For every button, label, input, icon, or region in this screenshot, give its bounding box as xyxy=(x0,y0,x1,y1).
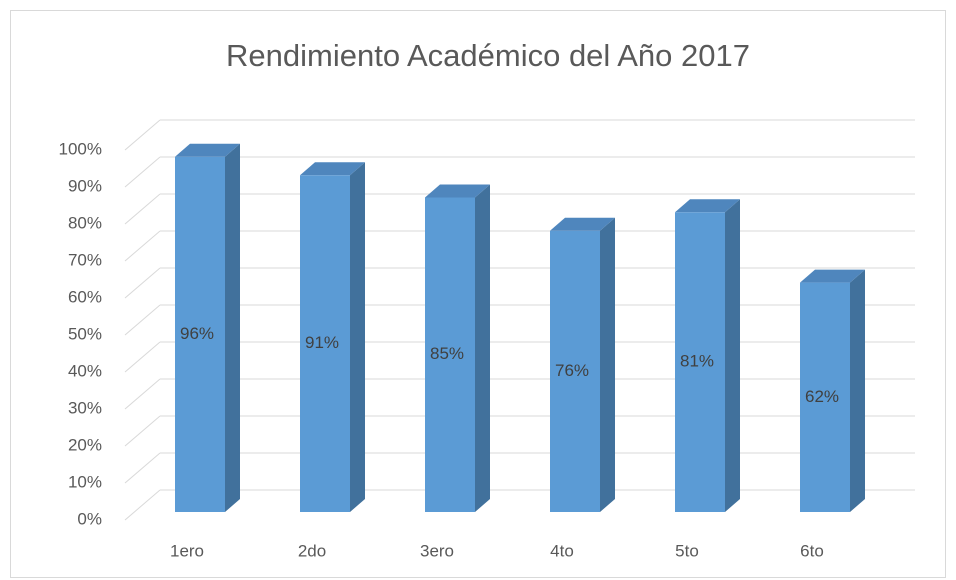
y-tick-label: 100% xyxy=(59,139,102,158)
data-label: 85% xyxy=(430,344,464,363)
grid-line xyxy=(124,304,161,336)
y-tick-label: 0% xyxy=(77,509,102,528)
grid-line xyxy=(124,230,161,262)
y-tick-label: 10% xyxy=(68,472,102,491)
bar-top xyxy=(300,162,365,176)
data-label: 76% xyxy=(555,361,589,380)
data-label: 81% xyxy=(680,352,714,371)
x-tick-label: 2do xyxy=(298,541,326,560)
x-tick-label: 6to xyxy=(800,541,824,560)
grid-line xyxy=(124,156,161,188)
y-tick-label: 80% xyxy=(68,213,102,232)
bar-side xyxy=(850,269,865,512)
bar xyxy=(300,175,350,513)
grid-line xyxy=(124,341,161,373)
bar xyxy=(425,197,475,512)
data-label: 62% xyxy=(805,387,839,406)
y-tick-label: 40% xyxy=(68,361,102,380)
grid-line xyxy=(124,415,161,447)
x-tick-label: 5to xyxy=(675,541,699,560)
bar xyxy=(175,156,225,513)
bar xyxy=(800,282,850,512)
grid-line xyxy=(124,378,161,410)
bar-side xyxy=(350,162,365,513)
y-tick-label: 30% xyxy=(68,398,102,417)
bar-top xyxy=(675,199,740,213)
bar-side xyxy=(225,143,240,513)
bar-top xyxy=(550,217,615,231)
bar-side xyxy=(475,184,490,512)
grid-line xyxy=(124,119,161,151)
bar-top xyxy=(425,184,490,198)
data-label: 96% xyxy=(180,324,214,343)
bar-top xyxy=(175,143,240,157)
bar-side xyxy=(600,217,615,513)
chart-title: Rendimiento Académico del Año 2017 xyxy=(226,38,750,73)
x-tick-label: 3ero xyxy=(420,541,454,560)
y-tick-label: 70% xyxy=(68,250,102,269)
grid-line xyxy=(124,267,161,299)
bar-top xyxy=(800,269,865,283)
data-label: 91% xyxy=(305,333,339,352)
y-tick-label: 90% xyxy=(68,176,102,195)
grid-line xyxy=(124,193,161,225)
y-tick-label: 20% xyxy=(68,435,102,454)
y-tick-label: 60% xyxy=(68,287,102,306)
y-tick-label: 50% xyxy=(68,324,102,343)
grid-line xyxy=(124,489,161,521)
grid-line xyxy=(124,452,161,484)
x-tick-label: 4to xyxy=(550,541,574,560)
x-tick-label: 1ero xyxy=(170,541,204,560)
bar xyxy=(550,230,600,513)
bar xyxy=(675,212,725,513)
bar-side xyxy=(725,199,740,513)
